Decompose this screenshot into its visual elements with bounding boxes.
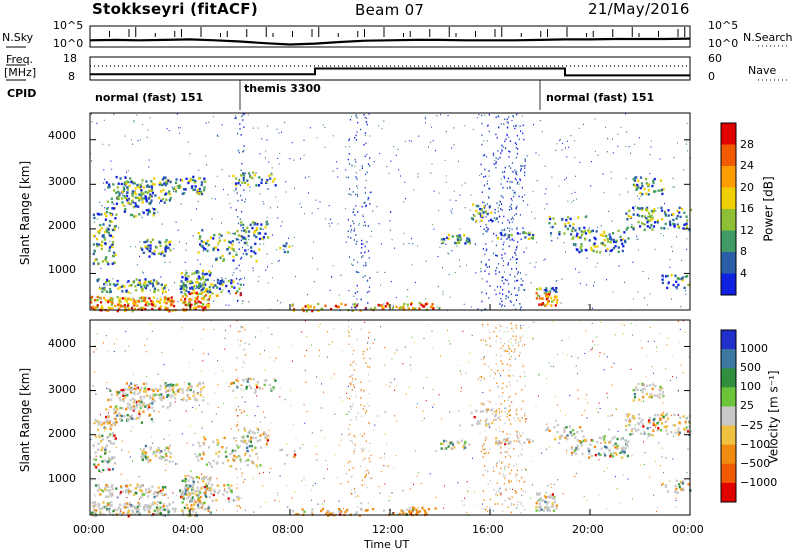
velocity-colorbar-tick: −1000	[740, 476, 778, 489]
velocity-colorbar-tick: 1000	[740, 342, 768, 355]
power-colorbar-swatch	[721, 187, 736, 210]
cpid-segment-2: themis 3300	[244, 82, 321, 95]
cpid-label: CPID	[7, 87, 37, 100]
power-colorbar-tick: 28	[740, 138, 754, 151]
x-tick-2400: 00:00	[672, 523, 704, 536]
velocity-colorbar-swatch	[721, 368, 736, 388]
nsearch-label: N.Search	[743, 31, 793, 44]
velocity-y-tick-4000: 4000	[48, 337, 76, 350]
velocity-y-tick-2000: 2000	[48, 427, 76, 440]
velocity-colorbar-tick: −25	[740, 419, 764, 432]
power-colorbar-swatch	[721, 273, 736, 296]
velocity-colorbar-swatch	[721, 349, 736, 369]
power-y-tick-2000: 2000	[48, 219, 76, 232]
x-tick-1600: 16:00	[472, 523, 504, 536]
power-colorbar-tick: 8	[740, 245, 747, 258]
velocity-colorbar-swatch	[721, 425, 736, 446]
x-tick-0800: 08:00	[272, 523, 304, 536]
velocity-colorbar-tick: 100	[740, 380, 761, 393]
x-tick-0000: 00:00	[73, 523, 105, 536]
nave-tick-low: 0	[708, 70, 715, 83]
freq-line	[90, 67, 690, 77]
velocity-colorbar-swatch	[721, 387, 736, 407]
velocity-colorbar-swatch	[721, 330, 736, 350]
velocity-panel-frame	[89, 319, 691, 516]
velocity-y-tick-1000: 1000	[48, 472, 76, 485]
power-colorbar-tick: 24	[740, 159, 754, 172]
velocity-colorbar-swatch	[721, 444, 736, 465]
velocity-colorbar-tick: −500	[740, 457, 771, 470]
freq-label: Freq.	[6, 53, 34, 66]
nsky-tick-high: 10^5	[53, 19, 84, 32]
power-colorbar-swatch	[721, 209, 736, 231]
power-y-tick-3000: 3000	[48, 175, 76, 188]
power-colorbar-tick: 16	[740, 202, 754, 215]
velocity-colorbar-tick: −100	[740, 438, 771, 451]
velocity-y-tick-3000: 3000	[48, 383, 76, 396]
velocity-colorbar-swatch	[721, 463, 736, 484]
station-title: Stokkseyri (fitACF)	[92, 0, 258, 18]
x-tick-1200: 12:00	[372, 523, 404, 536]
power-colorbar-swatch	[721, 166, 736, 188]
nsky-panel-frame	[89, 25, 691, 48]
nsky-tick-low: 10^0	[53, 37, 84, 50]
power-colorbar-swatch	[721, 252, 736, 274]
power-y-tick-4000: 4000	[48, 129, 76, 142]
power-colorbar-swatch	[721, 144, 736, 167]
nsearch-tick-high: 10^5	[708, 19, 739, 32]
velocity-colorbar-swatch	[721, 406, 736, 427]
freq-unit-label: [MHz]	[4, 66, 37, 79]
power-colorbar-tick: 20	[740, 181, 754, 194]
velocity-colorbar-tick: 25	[740, 399, 754, 412]
power-colorbar-swatch	[721, 123, 736, 145]
power-colorbar-tick: 12	[740, 224, 754, 237]
date-title: 21/May/2016	[588, 0, 690, 18]
power-heatmap	[90, 113, 693, 313]
x-tick-2000: 20:00	[572, 523, 604, 536]
freq-tick-high: 18	[63, 52, 77, 65]
x-tick-0400: 04:00	[172, 523, 204, 536]
nave-tick-high: 60	[708, 52, 722, 65]
nsky-line	[89, 37, 691, 46]
cpid-segment-1: normal (fast) 151	[95, 91, 204, 104]
cpid-segment-3: normal (fast) 151	[546, 91, 655, 104]
velocity-heatmap	[90, 320, 692, 518]
nsky-label: N.Sky	[2, 31, 34, 44]
velocity-colorbar-frame	[720, 329, 737, 503]
velocity-colorbar-swatch	[721, 482, 736, 503]
nsearch-tick-low: 10^0	[708, 37, 739, 50]
nave-label: Nave	[748, 64, 777, 77]
power-colorbar-tick: 4	[740, 267, 747, 280]
velocity-colorbar-tick: 500	[740, 361, 761, 374]
power-y-tick-1000: 1000	[48, 263, 76, 276]
freq-panel-frame	[89, 56, 691, 81]
freq-tick-low: 8	[68, 70, 75, 83]
beam-title: Beam 07	[355, 1, 425, 19]
power-colorbar-swatch	[721, 230, 736, 253]
x-axis-label: Time UT	[364, 538, 410, 551]
power-colorbar-frame	[720, 122, 737, 296]
